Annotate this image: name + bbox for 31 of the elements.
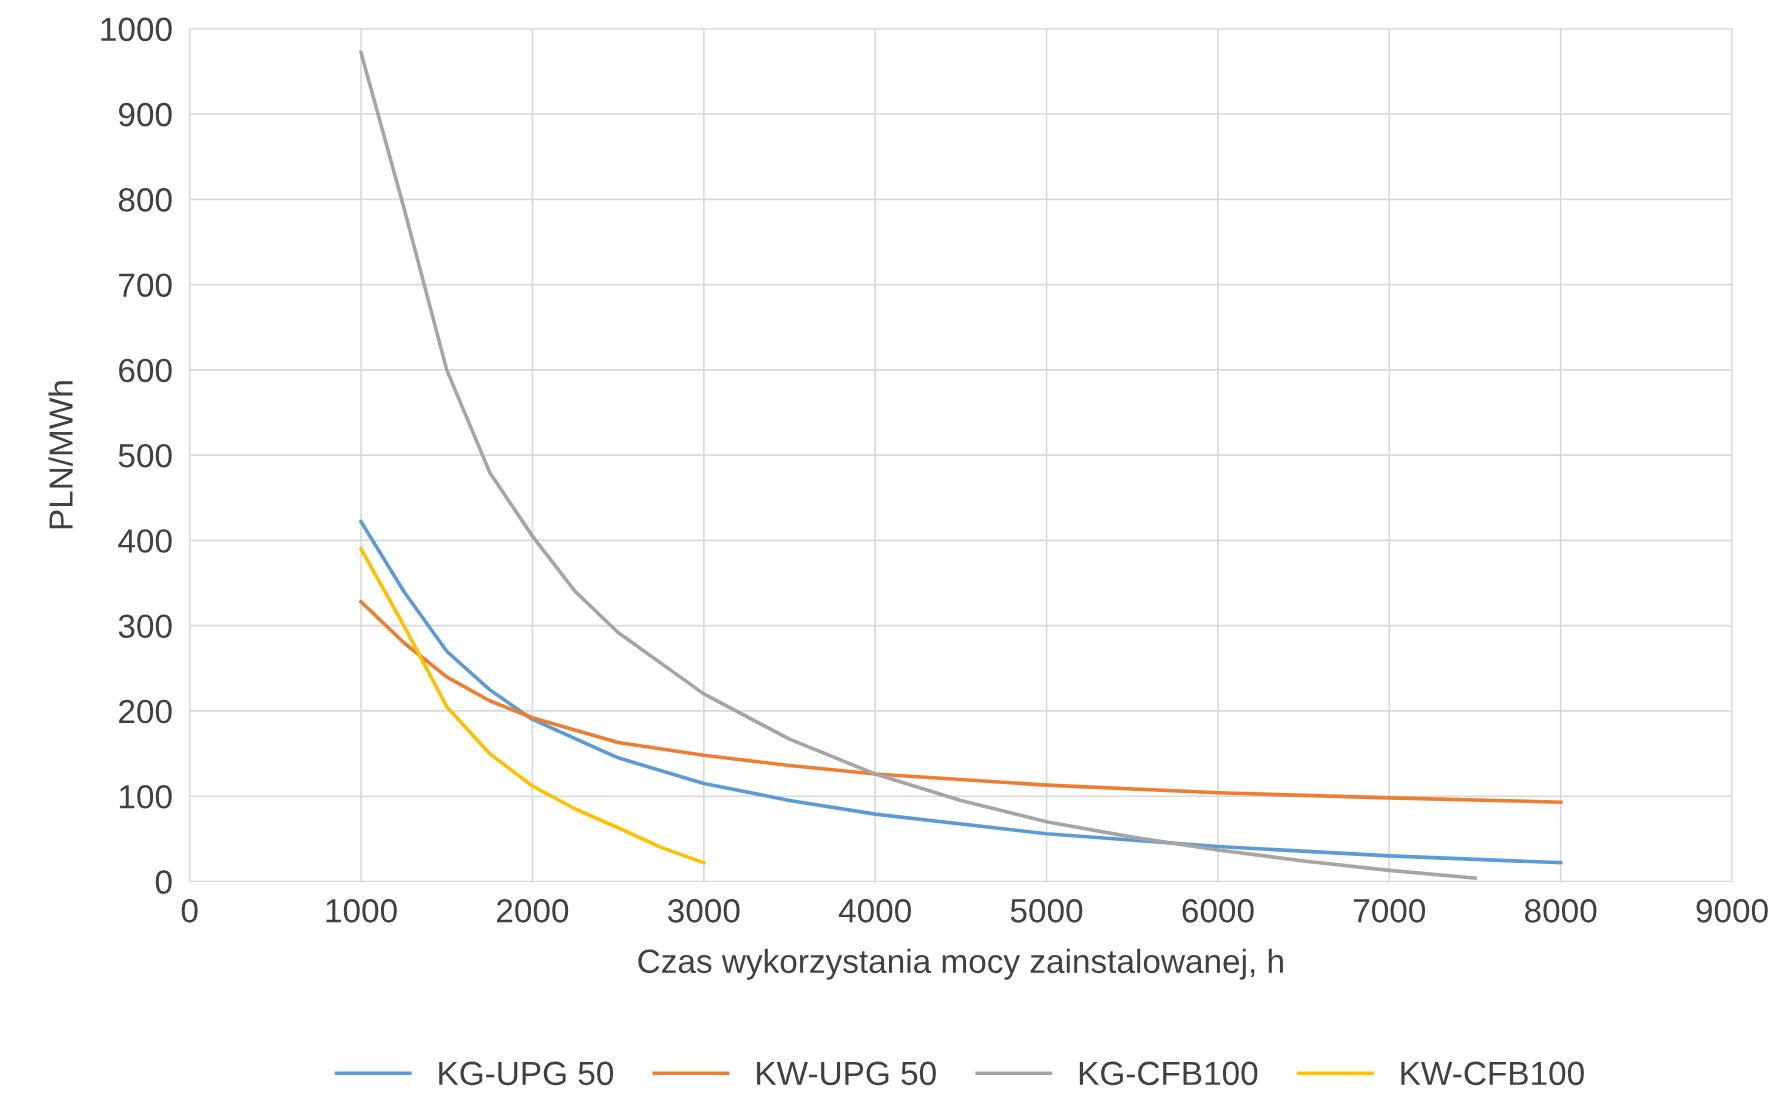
y-tick-label: 900 [118,102,172,127]
y-tick-label: 700 [119,273,172,297]
legend-label: KW-CFB100 [1401,1061,1584,1086]
y-tick-label: 200 [119,699,172,724]
y-tick-label: 800 [118,188,172,212]
x-tick-label: 5000 [1010,899,1083,923]
x-tick-label: 1000 [326,899,397,923]
y-tick-label: 100 [119,785,172,809]
line-series [359,599,1563,804]
y-axis-title: PLN/MWh [48,381,73,529]
line-series [359,50,1477,880]
legend-label: KW-UPG 50 [757,1061,936,1086]
y-tick-label: 0 [155,870,172,894]
x-tick-label: 0 [181,899,198,923]
y-tick-label: 1000 [101,17,172,42]
line-series [359,519,1563,865]
x-tick-label: 8000 [1525,899,1597,923]
legend-label: KG-CFB100 [1079,1061,1258,1086]
x-tick-label: 7000 [1353,899,1426,923]
x-tick-label: 2000 [497,899,569,923]
x-tick-label: 3000 [667,899,740,923]
y-tick-label: 300 [118,614,172,639]
line-series [359,547,706,865]
x-axis-title: Czas wykorzystania mocy zainstalowanej, h [638,948,1283,980]
legend-label: KG-UPG 50 [439,1061,614,1086]
y-tick-label: 500 [118,443,172,468]
x-tick-label: 4000 [838,899,911,923]
y-tick-label: 600 [119,358,172,383]
y-tick-label: 400 [118,529,172,553]
x-tick-label: 9000 [1696,899,1768,923]
x-tick-label: 6000 [1182,899,1254,923]
